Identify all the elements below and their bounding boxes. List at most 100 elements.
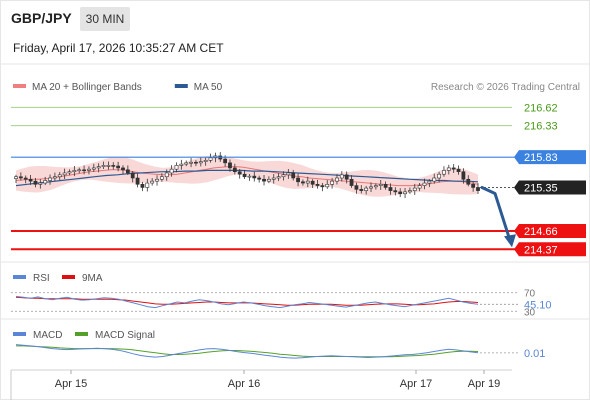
ma50-line bbox=[15, 169, 479, 187]
candle-body bbox=[388, 187, 393, 191]
last-price-tag bbox=[514, 180, 586, 195]
candle-body bbox=[72, 170, 77, 172]
macd-legend-swatch bbox=[13, 332, 26, 336]
candles-group bbox=[14, 152, 480, 199]
candle-body bbox=[432, 177, 437, 182]
bollinger-band bbox=[16, 155, 478, 197]
candle-body bbox=[296, 177, 300, 183]
candle-body bbox=[189, 161, 193, 164]
target-label-0: 216.62 bbox=[524, 102, 558, 114]
candle-body bbox=[252, 175, 257, 179]
candle-body bbox=[223, 158, 228, 164]
candle-body bbox=[130, 172, 135, 179]
support-tag-4 bbox=[514, 223, 586, 238]
macd-signal-legend-label: MACD Signal bbox=[95, 330, 155, 341]
candle-body bbox=[291, 172, 296, 179]
symbol-title: GBP/JPY bbox=[11, 10, 72, 26]
candle-body bbox=[18, 176, 23, 179]
candle-body bbox=[403, 191, 407, 195]
candle-body bbox=[91, 167, 96, 170]
candle-body bbox=[237, 171, 242, 175]
candle-body bbox=[53, 176, 57, 179]
legend-label-1: MA 50 bbox=[194, 82, 223, 93]
candle-body bbox=[23, 177, 28, 180]
candle-body bbox=[354, 185, 359, 190]
forecast-arrow-shaft bbox=[480, 185, 511, 239]
last-price-label: 215.35 bbox=[524, 182, 558, 194]
candle-body bbox=[87, 168, 91, 171]
candle-body bbox=[383, 184, 388, 188]
support-label-4: 214.66 bbox=[524, 226, 558, 238]
candle-body bbox=[466, 178, 471, 185]
candle-body bbox=[174, 165, 179, 170]
candle-body bbox=[43, 180, 48, 184]
candle-body bbox=[373, 185, 378, 188]
candle-body bbox=[82, 169, 86, 172]
candle-body bbox=[140, 184, 145, 188]
credit-text: Research © 2026 Trading Central bbox=[431, 82, 580, 93]
candle-body bbox=[412, 187, 417, 191]
candle-body bbox=[266, 178, 271, 182]
forecast-arrow-head bbox=[504, 234, 516, 248]
x-tick-label-2: Apr 17 bbox=[400, 378, 432, 390]
rsi-line bbox=[15, 295, 479, 309]
candle-body bbox=[339, 174, 344, 179]
candle-body bbox=[155, 178, 159, 182]
candle-body bbox=[145, 182, 150, 188]
candle-body bbox=[320, 185, 325, 188]
candle-body bbox=[198, 161, 203, 164]
ma20-line bbox=[15, 166, 479, 187]
candle-body bbox=[164, 172, 169, 178]
candle-body bbox=[194, 161, 198, 164]
rsi-legend-label: RSI bbox=[33, 273, 50, 284]
x-tick-label-1: Apr 16 bbox=[228, 378, 260, 390]
x-tick-label-0: Apr 15 bbox=[55, 378, 87, 390]
candle-body bbox=[232, 167, 237, 172]
candle-body bbox=[310, 180, 315, 185]
candle-body bbox=[116, 165, 121, 169]
macd-last-value: 0.01 bbox=[524, 348, 545, 360]
candle-body bbox=[427, 180, 432, 184]
candle-body bbox=[276, 176, 281, 179]
candle-body bbox=[335, 177, 339, 182]
resistance-tag bbox=[514, 150, 586, 165]
candle-body bbox=[121, 167, 125, 171]
candle-body bbox=[184, 162, 189, 165]
candle-body bbox=[364, 187, 369, 191]
candle-body bbox=[106, 165, 111, 167]
timeframe-badge[interactable]: 30 MIN bbox=[80, 7, 130, 31]
support-tag-5 bbox=[514, 242, 586, 257]
rsi-ma-legend-label: 9MA bbox=[82, 273, 103, 284]
timestamp: Friday, April 17, 2026 10:35:27 AM CET bbox=[13, 41, 224, 55]
candle-body bbox=[111, 165, 116, 167]
candle-body bbox=[14, 176, 18, 179]
support-label-5: 214.37 bbox=[524, 244, 558, 256]
candle-body bbox=[315, 184, 320, 186]
candle-body bbox=[57, 174, 62, 178]
candle-body bbox=[159, 176, 164, 180]
candle-body bbox=[378, 184, 383, 186]
candle-body bbox=[422, 182, 427, 186]
candle-body bbox=[446, 167, 451, 171]
legend-swatch-1 bbox=[174, 84, 188, 88]
candle-body bbox=[28, 178, 33, 182]
candle-body bbox=[208, 157, 213, 161]
candle-body bbox=[286, 172, 291, 176]
candle-body bbox=[305, 180, 310, 184]
candle-body bbox=[169, 168, 174, 174]
candle-body bbox=[77, 169, 82, 172]
macd-signal-legend-swatch bbox=[75, 332, 88, 336]
candle-body bbox=[349, 178, 354, 186]
x-tick-label-3: Apr 19 bbox=[468, 378, 500, 390]
candle-body bbox=[442, 170, 446, 175]
rsi-level-label-1: 30 bbox=[524, 307, 536, 318]
candle-body bbox=[398, 191, 403, 195]
candle-body bbox=[359, 189, 364, 191]
rsi-legend-swatch bbox=[13, 275, 26, 279]
candle-body bbox=[228, 162, 232, 169]
legend-label-0: MA 20 + Bollinger Bands bbox=[32, 82, 142, 93]
macd-line bbox=[15, 344, 479, 359]
candle-body bbox=[456, 168, 461, 172]
